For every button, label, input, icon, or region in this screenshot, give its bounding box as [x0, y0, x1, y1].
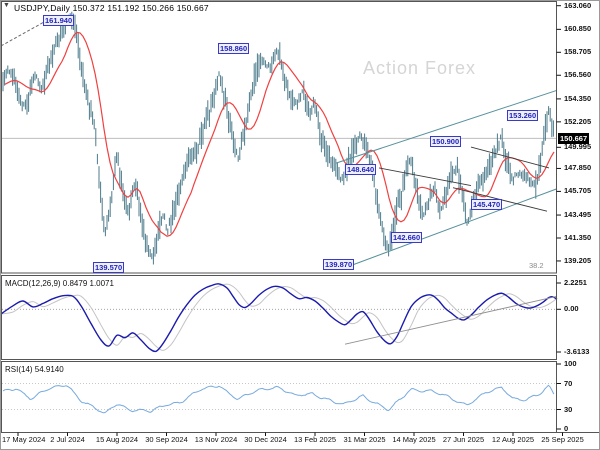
- price-axis-label: 156.560: [564, 70, 592, 80]
- price-axis-label: 147.850: [564, 163, 592, 173]
- rsi-axis-label: 0: [564, 424, 569, 433]
- ohlc-values: 150.372 151.192 150.266 150.667: [72, 3, 209, 13]
- time-axis-label: 27 Jun 2025: [442, 435, 485, 444]
- time-axis-label: 17 May 2024: [2, 435, 46, 444]
- rsi-indicator-label: RSI(14) 54.9140: [5, 365, 64, 374]
- price-axis-label: 163.060: [564, 0, 592, 10]
- time-axis-label: 13 Feb 2025: [293, 435, 337, 444]
- time-axis-label: 12 Aug 2025: [491, 435, 535, 444]
- time-axis-label: 2 Jul 2024: [50, 435, 85, 444]
- price-axis-label: 145.705: [564, 186, 592, 196]
- time-axis-label: 13 Nov 2024: [194, 435, 238, 444]
- price-axis-label: 139.205: [564, 255, 592, 265]
- price-axis-label: 158.705: [564, 47, 592, 57]
- time-axis-label: 25 Sep 2025: [541, 435, 584, 444]
- rsi-axis-label: 30: [564, 404, 573, 414]
- rsi-axis-label: 100: [564, 359, 577, 368]
- macd-axis-label: 0.00: [564, 304, 579, 314]
- price-axis-label: 149.995: [564, 142, 592, 152]
- price-flag-label[interactable]: 161.940: [43, 15, 75, 26]
- symbol-title: USDJPY,Daily: [14, 3, 71, 13]
- price-flag-label[interactable]: 153.260: [507, 110, 539, 121]
- price-axis-label: 154.350: [564, 93, 592, 103]
- price-flag-label[interactable]: 148.640: [345, 164, 377, 175]
- time-axis-label: 14 May 2025: [392, 435, 436, 444]
- price-flag-label[interactable]: 150.900: [430, 136, 462, 147]
- macd-axis-label: 2.2251: [564, 277, 587, 287]
- time-axis-label: 15 Aug 2024: [95, 435, 139, 444]
- collapse-chart-icon[interactable]: ▼: [3, 2, 10, 9]
- price-flag-label[interactable]: 145.470: [471, 199, 503, 210]
- current-price-tag: 150.667: [558, 132, 590, 144]
- chart-title: USDJPY,Daily 150.372 151.192 150.266 150…: [14, 3, 209, 13]
- rsi-axis-label: 70: [564, 378, 573, 388]
- watermark: Action Forex: [363, 58, 477, 78]
- price-axis-label: 141.350: [564, 232, 592, 242]
- price-axis-label: 152.205: [564, 116, 592, 126]
- time-axis-label: 30 Dec 2024: [244, 435, 287, 444]
- price-flag-label[interactable]: 142.660: [391, 232, 423, 243]
- price-flag-label[interactable]: 158.860: [218, 43, 250, 54]
- price-axis-label: 143.495: [564, 210, 592, 220]
- macd-indicator-label: MACD(12,26,9) 0.8479 1.0071: [5, 279, 114, 288]
- price-flag-label[interactable]: 139.570: [93, 262, 125, 273]
- time-axis-label: 31 Mar 2025: [343, 435, 386, 444]
- macd-axis-label: -3.6133: [564, 347, 590, 356]
- fib-level-label: 38.2: [529, 261, 544, 270]
- time-axis-label: 30 Sep 2024: [145, 435, 188, 444]
- price-axis-label: 160.850: [564, 24, 592, 34]
- price-flag-label[interactable]: 139.870: [323, 259, 355, 270]
